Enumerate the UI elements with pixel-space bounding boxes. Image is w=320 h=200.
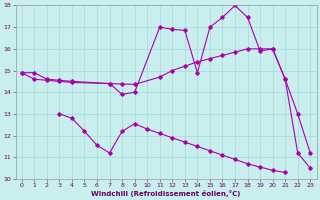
X-axis label: Windchill (Refroidissement éolien,°C): Windchill (Refroidissement éolien,°C)	[91, 190, 241, 197]
